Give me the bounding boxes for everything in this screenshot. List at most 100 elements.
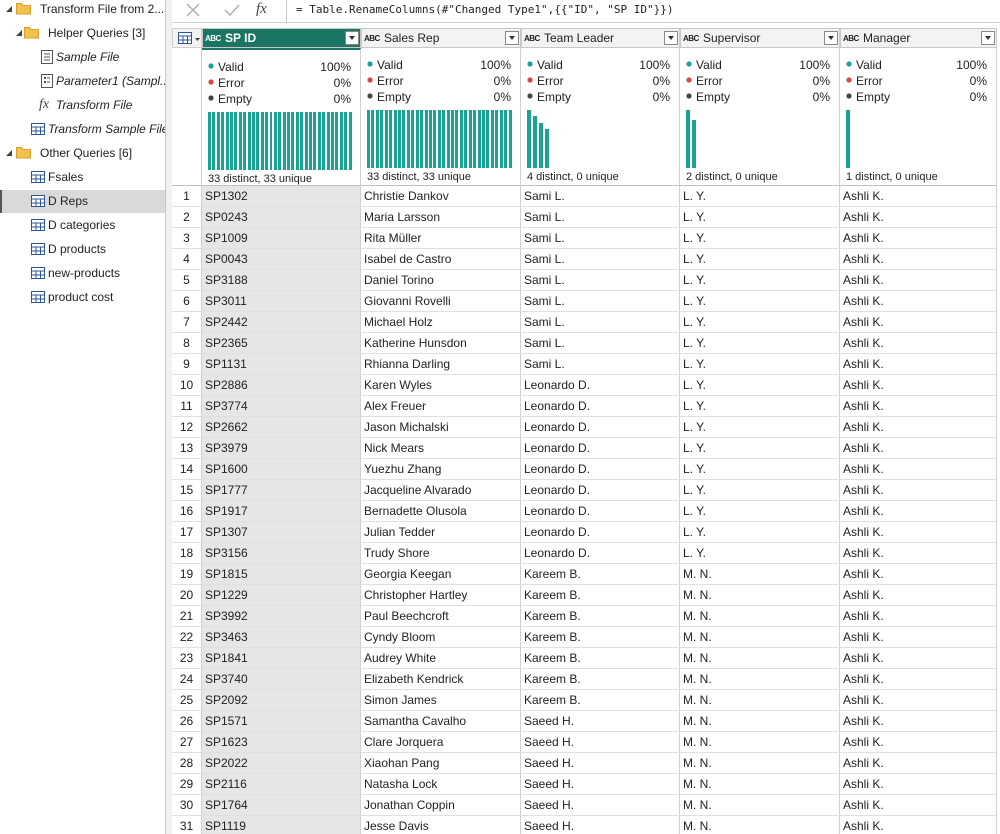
table-cell[interactable]: SP2886 — [202, 375, 361, 396]
table-cell[interactable]: L. Y. — [680, 459, 840, 480]
table-cell[interactable]: Sami L. — [521, 291, 680, 312]
table-cell[interactable]: L. Y. — [680, 375, 840, 396]
table-cell[interactable]: Ashli K. — [840, 417, 997, 438]
table-cell[interactable]: Ashli K. — [840, 480, 997, 501]
table-cell[interactable]: Isabel de Castro — [361, 249, 521, 270]
table-cell[interactable]: SP1302 — [202, 186, 361, 207]
table-cell[interactable]: Leonardo D. — [521, 459, 680, 480]
table-cell[interactable]: Ashli K. — [840, 543, 997, 564]
table-cell[interactable]: Saeed H. — [521, 753, 680, 774]
table-cell[interactable]: Kareem B. — [521, 564, 680, 585]
table-cell[interactable]: Saeed H. — [521, 816, 680, 834]
table-cell[interactable]: Leonardo D. — [521, 396, 680, 417]
table-cell[interactable]: L. Y. — [680, 354, 840, 375]
table-cell[interactable]: L. Y. — [680, 333, 840, 354]
table-cell[interactable]: Leonardo D. — [521, 522, 680, 543]
table-cell[interactable]: Katherine Hunsdon — [361, 333, 521, 354]
table-cell[interactable]: M. N. — [680, 795, 840, 816]
column-header[interactable]: ABC Manager — [840, 28, 997, 48]
table-cell[interactable]: Ashli K. — [840, 648, 997, 669]
table-cell[interactable]: SP1307 — [202, 522, 361, 543]
table-cell[interactable]: Ashli K. — [840, 816, 997, 834]
table-cell[interactable]: M. N. — [680, 753, 840, 774]
table-cell[interactable]: Rhianna Darling — [361, 354, 521, 375]
table-cell[interactable]: SP2022 — [202, 753, 361, 774]
table-cell[interactable]: L. Y. — [680, 480, 840, 501]
table-cell[interactable]: SP3156 — [202, 543, 361, 564]
table-cell[interactable]: Ashli K. — [840, 606, 997, 627]
table-cell[interactable]: Maria Larsson — [361, 207, 521, 228]
table-cell[interactable]: M. N. — [680, 606, 840, 627]
table-cell[interactable]: SP1229 — [202, 585, 361, 606]
table-cell[interactable]: Christopher Hartley — [361, 585, 521, 606]
table-cell[interactable]: Saeed H. — [521, 732, 680, 753]
table-cell[interactable]: M. N. — [680, 816, 840, 834]
column-header[interactable]: ABC Team Leader — [521, 28, 680, 48]
table-cell[interactable]: Rita Müller — [361, 228, 521, 249]
table-cell[interactable]: L. Y. — [680, 438, 840, 459]
table-cell[interactable]: SP3188 — [202, 270, 361, 291]
table-cell[interactable]: Leonardo D. — [521, 375, 680, 396]
table-cell[interactable]: Ashli K. — [840, 459, 997, 480]
table-cell[interactable]: SP1119 — [202, 816, 361, 834]
table-cell[interactable]: SP2442 — [202, 312, 361, 333]
table-cell[interactable]: Ashli K. — [840, 795, 997, 816]
table-cell[interactable]: Ashli K. — [840, 753, 997, 774]
query-item[interactable]: Sample File — [56, 50, 120, 64]
table-cell[interactable]: Leonardo D. — [521, 438, 680, 459]
table-cell[interactable]: SP3463 — [202, 627, 361, 648]
table-cell[interactable]: Michael Holz — [361, 312, 521, 333]
query-item[interactable]: D Reps — [48, 194, 89, 208]
table-cell[interactable]: Sami L. — [521, 249, 680, 270]
table-cell[interactable]: Kareem B. — [521, 585, 680, 606]
table-cell[interactable]: Sami L. — [521, 312, 680, 333]
table-cell[interactable]: Karen Wyles — [361, 375, 521, 396]
query-item[interactable]: new-products — [48, 266, 121, 280]
table-cell[interactable]: M. N. — [680, 774, 840, 795]
table-cell[interactable]: L. Y. — [680, 186, 840, 207]
table-cell[interactable]: Ashli K. — [840, 228, 997, 249]
query-item[interactable]: D products — [48, 242, 107, 256]
table-cell[interactable]: L. Y. — [680, 312, 840, 333]
query-folder[interactable]: Transform File from 2... — [40, 2, 165, 16]
table-cell[interactable]: SP2662 — [202, 417, 361, 438]
table-cell[interactable]: Samantha Cavalho — [361, 711, 521, 732]
query-item[interactable]: Transform File — [56, 98, 133, 112]
table-cell[interactable]: L. Y. — [680, 291, 840, 312]
table-cell[interactable]: Ashli K. — [840, 186, 997, 207]
table-cell[interactable]: SP3774 — [202, 396, 361, 417]
table-cell[interactable]: Ashli K. — [840, 564, 997, 585]
table-cell[interactable]: Saeed H. — [521, 711, 680, 732]
table-cell[interactable]: Ashli K. — [840, 375, 997, 396]
table-cell[interactable]: Kareem B. — [521, 606, 680, 627]
table-cell[interactable]: SP1917 — [202, 501, 361, 522]
table-cell[interactable]: Giovanni Rovelli — [361, 291, 521, 312]
table-cell[interactable]: Kareem B. — [521, 627, 680, 648]
table-cell[interactable]: L. Y. — [680, 270, 840, 291]
table-cell[interactable]: L. Y. — [680, 501, 840, 522]
table-cell[interactable]: Nick Mears — [361, 438, 521, 459]
table-cell[interactable]: Kareem B. — [521, 648, 680, 669]
table-cell[interactable]: M. N. — [680, 669, 840, 690]
table-cell[interactable]: Sami L. — [521, 228, 680, 249]
table-cell[interactable]: Sami L. — [521, 354, 680, 375]
table-cell[interactable]: M. N. — [680, 627, 840, 648]
column-header[interactable]: ABC SP ID — [202, 28, 361, 48]
table-cell[interactable]: L. Y. — [680, 543, 840, 564]
table-cell[interactable]: Jesse Davis — [361, 816, 521, 834]
table-cell[interactable]: Leonardo D. — [521, 480, 680, 501]
table-cell[interactable]: SP1764 — [202, 795, 361, 816]
table-cell[interactable]: Xiaohan Pang — [361, 753, 521, 774]
table-cell[interactable]: Ashli K. — [840, 438, 997, 459]
table-cell[interactable]: SP1777 — [202, 480, 361, 501]
table-cell[interactable]: Trudy Shore — [361, 543, 521, 564]
formula-text[interactable]: = Table.RenameColumns(#"Changed Type1",{… — [296, 3, 674, 16]
table-cell[interactable]: SP2092 — [202, 690, 361, 711]
query-item[interactable]: Fsales — [48, 170, 84, 184]
table-cell[interactable]: SP3992 — [202, 606, 361, 627]
table-cell[interactable]: SP1815 — [202, 564, 361, 585]
table-cell[interactable]: Ashli K. — [840, 774, 997, 795]
table-cell[interactable]: M. N. — [680, 690, 840, 711]
table-cell[interactable]: Christie Dankov — [361, 186, 521, 207]
table-cell[interactable]: M. N. — [680, 564, 840, 585]
